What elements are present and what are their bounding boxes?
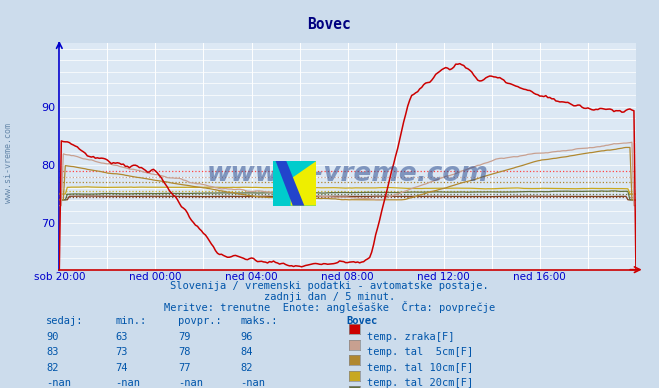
Text: 82: 82 xyxy=(46,363,59,373)
Text: sedaj:: sedaj: xyxy=(46,316,84,326)
Polygon shape xyxy=(275,161,304,206)
Text: temp. tal 20cm[F]: temp. tal 20cm[F] xyxy=(367,378,473,388)
Text: 79: 79 xyxy=(178,332,190,342)
Text: -nan: -nan xyxy=(241,378,266,388)
Text: -nan: -nan xyxy=(115,378,140,388)
Polygon shape xyxy=(291,161,316,206)
Text: 63: 63 xyxy=(115,332,128,342)
Text: Bovec: Bovec xyxy=(308,17,351,31)
Text: 83: 83 xyxy=(46,347,59,357)
Text: 78: 78 xyxy=(178,347,190,357)
Text: -nan: -nan xyxy=(178,378,203,388)
Text: www.si-vreme.com: www.si-vreme.com xyxy=(207,161,488,187)
Text: 77: 77 xyxy=(178,363,190,373)
Text: temp. zraka[F]: temp. zraka[F] xyxy=(367,332,455,342)
Text: temp. tal 10cm[F]: temp. tal 10cm[F] xyxy=(367,363,473,373)
Text: maks.:: maks.: xyxy=(241,316,278,326)
Text: Meritve: trenutne  Enote: anglešaške  Črta: povprečje: Meritve: trenutne Enote: anglešaške Črta… xyxy=(164,301,495,313)
Text: povpr.:: povpr.: xyxy=(178,316,221,326)
Text: Bovec: Bovec xyxy=(346,316,377,326)
Text: www.si-vreme.com: www.si-vreme.com xyxy=(4,123,13,203)
Text: 73: 73 xyxy=(115,347,128,357)
Text: 82: 82 xyxy=(241,363,253,373)
Text: min.:: min.: xyxy=(115,316,146,326)
Text: Slovenija / vremenski podatki - avtomatske postaje.: Slovenija / vremenski podatki - avtomats… xyxy=(170,281,489,291)
Text: -nan: -nan xyxy=(46,378,71,388)
Text: zadnji dan / 5 minut.: zadnji dan / 5 minut. xyxy=(264,292,395,302)
Text: temp. tal  5cm[F]: temp. tal 5cm[F] xyxy=(367,347,473,357)
Text: 90: 90 xyxy=(46,332,59,342)
Text: 74: 74 xyxy=(115,363,128,373)
Text: 96: 96 xyxy=(241,332,253,342)
Text: 84: 84 xyxy=(241,347,253,357)
